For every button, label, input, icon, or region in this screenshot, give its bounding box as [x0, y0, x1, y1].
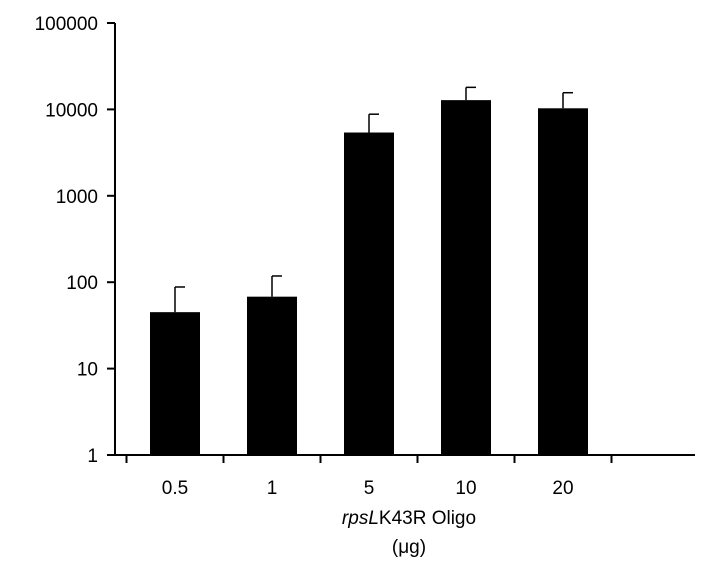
y-tick-label: 10000: [45, 100, 98, 121]
x-tick-label: 1: [267, 478, 278, 499]
x-axis-title: rpsLK43R Oligo: [342, 508, 476, 529]
bar: [247, 296, 297, 455]
x-tick-label: 5: [364, 478, 375, 499]
x-axis-ticks: 0.5 1 5 10 20: [125, 455, 613, 499]
y-tick-label: 1: [87, 446, 98, 467]
x-tick-label: 10: [455, 478, 476, 499]
bar: [441, 100, 491, 456]
x-tick-label: 0.5: [162, 478, 188, 499]
x-axis-title-rest: K43R Oligo: [379, 508, 476, 529]
y-tick-label: 100000: [35, 14, 98, 35]
bar: [344, 132, 394, 455]
bars: [150, 86, 588, 456]
bar: [150, 312, 200, 455]
x-axis-unit: (μg): [392, 537, 426, 558]
y-tick-label: 100: [66, 273, 98, 294]
y-axis-ticks: 1 10 100 1000 10000 100000: [35, 14, 115, 467]
y-tick-label: 1000: [56, 187, 98, 208]
x-tick-label: 20: [552, 478, 573, 499]
x-axis-title-italic: rpsL: [342, 508, 379, 529]
bar: [538, 108, 588, 455]
y-tick-label: 10: [77, 360, 98, 381]
